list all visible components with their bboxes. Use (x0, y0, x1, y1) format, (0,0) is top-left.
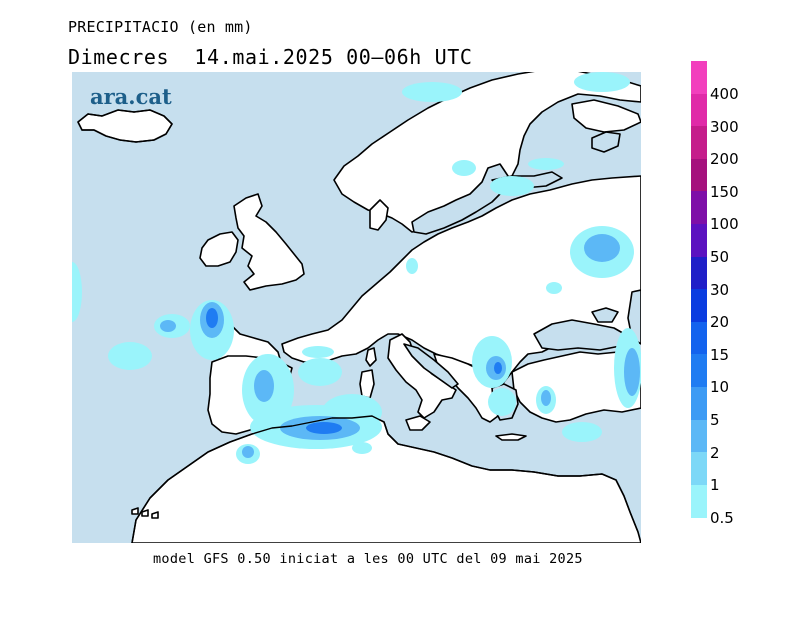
crete (495, 433, 527, 441)
ireland (199, 231, 239, 267)
legend-tick-label: 200 (710, 150, 739, 169)
legend-tick-label: 5 (710, 411, 720, 429)
precipitation-map (72, 72, 641, 543)
legend-tick-label: 15 (710, 345, 730, 364)
legend-tick-label: 20 (710, 313, 730, 332)
legend-swatch (691, 61, 707, 94)
legend-tick-label: 50 (710, 248, 730, 266)
sea-of-azov (591, 307, 619, 323)
great-britain (233, 193, 305, 291)
legend-tick-label: 10 (710, 378, 730, 397)
legend-tick-label: 400 (710, 85, 739, 103)
legend-swatch (691, 256, 707, 290)
legend-swatch (691, 354, 707, 388)
legend-swatch (691, 126, 707, 160)
legend-tick-label: 1 (710, 476, 720, 495)
legend-swatch (691, 224, 707, 257)
legend-swatch (691, 93, 707, 127)
forecast-period: Dimecres 14.mai.2025 00–06h UTC (68, 45, 473, 69)
kola-peninsula (571, 99, 641, 133)
ara-cat-logo: ara.cat (90, 84, 172, 109)
precipitation-overlay (72, 72, 641, 464)
legend-tick-label: 0.5 (710, 508, 734, 527)
denmark (369, 199, 389, 231)
variable-title: PRECIPITACIO (en mm) (68, 18, 253, 36)
legend-swatch (691, 191, 707, 225)
model-info-footer: model GFS 0.50 iniciat a les 00 UTC del … (153, 551, 583, 567)
legend-swatch (691, 289, 707, 323)
legend-swatch (691, 387, 707, 420)
legend-tick-label: 150 (710, 182, 739, 201)
map-canvas (72, 72, 641, 543)
legend-tick-label: 2 (710, 443, 720, 462)
sardinia (359, 369, 375, 399)
legend-swatch (691, 484, 707, 518)
legend-swatch (691, 321, 707, 355)
legend-swatch (691, 158, 707, 192)
legend-swatch (691, 419, 707, 453)
corsica (365, 347, 377, 367)
legend-tick-label: 100 (710, 215, 739, 234)
legend-tick-label: 300 (710, 117, 739, 136)
canary-islands (131, 507, 159, 519)
white-sea (591, 131, 621, 153)
sicily (405, 415, 431, 431)
adriatic-sea (403, 343, 459, 389)
legend-tick-label: 30 (710, 280, 730, 299)
legend-swatch (691, 452, 707, 486)
